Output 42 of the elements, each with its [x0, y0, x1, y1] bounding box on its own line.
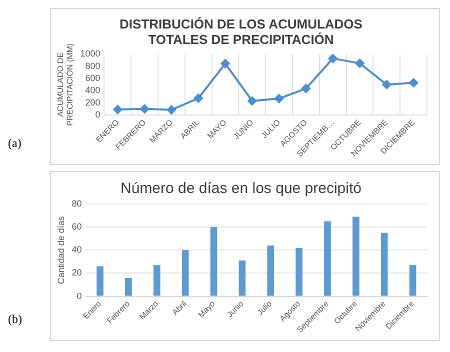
point: [382, 80, 392, 90]
chart-title: Número de días en los que precipitó: [120, 180, 362, 198]
point: [220, 59, 230, 68]
bar: [267, 246, 274, 296]
point: [328, 54, 338, 63]
bar: [153, 265, 160, 296]
y-tick-label: 200: [85, 97, 100, 108]
y-tick-label: 0: [95, 109, 100, 120]
y-tick-label: 800: [85, 60, 100, 71]
point: [274, 94, 284, 104]
bar: [352, 216, 360, 296]
bar: [238, 260, 246, 296]
text: (a): [8, 136, 22, 150]
point: [355, 58, 364, 68]
chart-title: DISTRIBUCIÓN DE LOS ACUMULADOS TOTALES DE PRECIPITACIÓN: [120, 16, 363, 47]
y-axis-title: Cantidad de días: [56, 216, 66, 284]
bar: [409, 265, 416, 296]
y-tick-label: 60: [72, 222, 82, 232]
point: [409, 78, 418, 88]
y-tick-label: 600: [85, 72, 100, 83]
bar: [380, 232, 388, 296]
point: [140, 104, 150, 114]
bar: [125, 278, 132, 296]
bar: [182, 250, 189, 296]
bar: [324, 221, 331, 296]
y-tick-label: 0: [76, 290, 82, 301]
x-tick-label: Julio: [256, 298, 274, 318]
bar: [296, 248, 302, 296]
y-tick-label: 20: [72, 268, 82, 278]
y-tick-label: 400: [85, 85, 100, 96]
point: [113, 104, 122, 114]
text: (b): [8, 312, 22, 326]
y-tick-label: 1000: [80, 48, 100, 59]
point: [166, 105, 176, 114]
y-axis-title: ACUMULADO DE PRECIPITACIÓN (MM): [56, 42, 75, 126]
y-tick-label: 80: [72, 198, 82, 208]
point: [301, 84, 310, 94]
point: [248, 96, 257, 106]
y-tick-label: 40: [72, 244, 82, 255]
bar: [210, 227, 218, 296]
bar: [96, 266, 104, 296]
point: [194, 94, 203, 103]
